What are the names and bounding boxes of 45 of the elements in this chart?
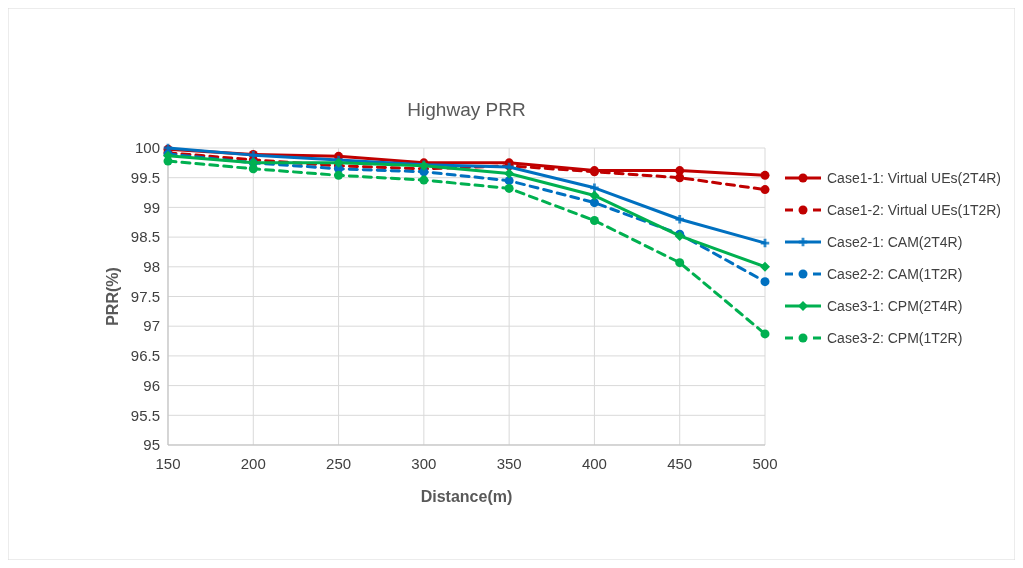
y-tick-label: 100 <box>134 139 160 157</box>
chart-title: Highway PRR <box>407 99 526 120</box>
legend-label: Case2-1: CAM(2T4R) <box>827 233 963 250</box>
point <box>504 183 514 193</box>
x-tick-label: 150 <box>155 455 181 472</box>
legend-label: Case3-1: CPM(2T4R) <box>827 297 963 314</box>
point <box>589 190 600 201</box>
y-tick-label: 97 <box>143 317 160 335</box>
point <box>760 261 770 272</box>
y-tick-label: 96.5 <box>130 347 160 365</box>
legend-label: Case2-2: CAM(1T2R) <box>827 265 963 282</box>
point <box>760 329 770 339</box>
y-tick-label: 98 <box>143 258 160 276</box>
x-tick-label: 250 <box>326 455 352 472</box>
point <box>504 168 515 179</box>
y-axis-title: PRR(%) <box>104 267 121 326</box>
y-tick-label: 95.5 <box>130 406 160 424</box>
point <box>675 215 684 224</box>
point <box>675 173 685 183</box>
point <box>760 185 770 195</box>
point <box>248 164 258 174</box>
y-tick-label: 97.5 <box>130 287 160 305</box>
legend-label: Case3-2: CPM(1T2R) <box>827 329 963 346</box>
point <box>760 277 770 287</box>
legend-label: Case1-1: Virtual UEs(2T4R) <box>827 169 1002 186</box>
x-tick-label: 450 <box>667 455 693 472</box>
x-tick-label: 350 <box>496 455 522 472</box>
y-tick-label: 99.5 <box>130 168 160 186</box>
x-axis-title: Distance(m) <box>420 488 513 505</box>
y-tick-label: 96 <box>143 376 160 394</box>
legend-label: Case1-2: Virtual UEs(1T2R) <box>827 201 1002 218</box>
point <box>589 198 599 208</box>
y-tick-label: 95 <box>143 436 160 454</box>
point <box>760 170 770 180</box>
point <box>419 175 429 185</box>
y-tick-label: 98.5 <box>130 228 160 246</box>
y-tick-label: 99 <box>143 198 160 216</box>
x-tick-label: 300 <box>411 455 437 472</box>
x-tick-label: 400 <box>581 455 607 472</box>
point <box>675 258 685 268</box>
point <box>590 183 599 193</box>
x-tick-label: 500 <box>752 455 778 472</box>
point <box>334 170 344 180</box>
point <box>589 215 599 225</box>
x-tick-label: 200 <box>240 455 266 472</box>
